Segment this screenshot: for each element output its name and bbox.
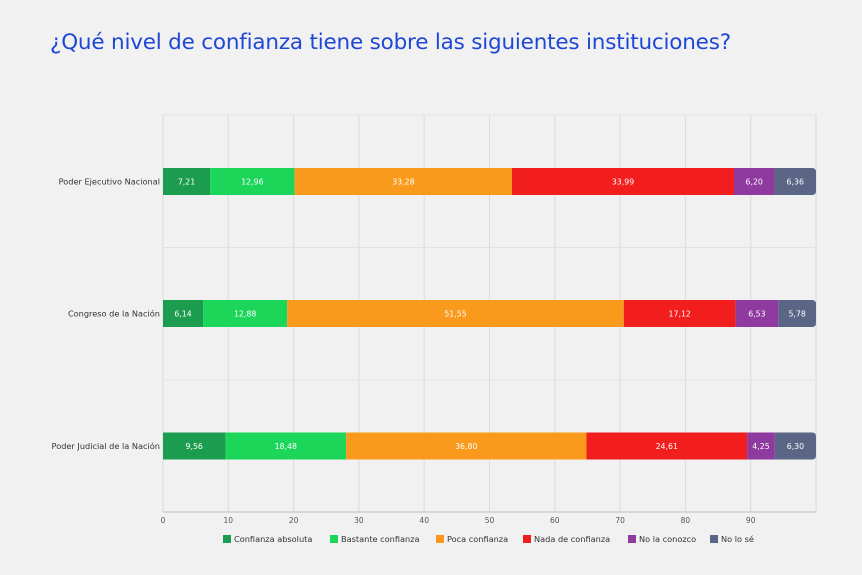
legend-swatch [523,535,531,543]
bar-value-label: 6,20 [746,178,763,187]
x-tick-label-50: 50 [485,516,495,525]
bars: 7,21 12,96 33,28 33,99 6,20 6,36 6,14 12,88 51,5… [163,168,816,460]
bar-value-label: 36,80 [455,442,477,451]
legend-label: Bastante confianza [341,534,420,544]
bar-segment [287,300,624,327]
x-tick-label-40: 40 [419,516,429,525]
bar-segment [778,300,816,327]
legend-swatch [330,535,338,543]
bar-segment [203,300,288,327]
bar-value-label: 33,28 [392,178,414,187]
bar-value-label: 17,12 [669,310,691,319]
bar-value-label: 12,96 [241,178,263,187]
x-tick-label-20: 20 [289,516,299,525]
category-labels: Poder Ejecutivo Nacional Congreso de la N… [52,177,160,452]
bar-segment [294,168,513,195]
legend-label: Confianza absoluta [234,534,312,544]
bar-segment [163,168,211,195]
x-tick-label-60: 60 [550,516,560,525]
bar-value-label: 5,78 [788,310,805,319]
bar-segment [210,168,295,195]
x-tick-label-90: 90 [746,516,756,525]
bar-value-label: 51,55 [444,310,466,319]
legend-label: Poca confianza [447,534,508,544]
x-tick-label-80: 80 [681,516,691,525]
legend-swatch [710,535,718,543]
category-label: Poder Ejecutivo Nacional [59,177,160,187]
bar-value-label: 4,25 [752,442,769,451]
legend-swatch [436,535,444,543]
bar-segment [733,168,775,195]
x-tick-label-30: 30 [354,516,364,525]
legend-label: No la conozco [639,534,696,544]
bar-value-label: 6,14 [174,310,191,319]
bar-value-label: 9,56 [186,442,203,451]
legend: Confianza absoluta Bastante confianza Poca… [223,534,754,544]
bar-value-label: 12,88 [234,310,256,319]
bar-segment [774,432,816,460]
bar-value-label: 33,99 [612,178,634,187]
legend-label: Nada de confianza [534,534,610,544]
bar-segment [512,168,734,195]
bar-value-label: 6,36 [787,178,804,187]
category-label: Congreso de la Nación [68,309,160,319]
bar-segment [623,300,736,327]
bar-segment [346,432,587,460]
chart-title: ¿Qué nivel de confianza tiene sobre las … [50,30,731,55]
x-axis: 0 10 20 30 40 50 60 70 80 90 [161,516,756,525]
legend-label: No lo sé [721,534,754,544]
bar-segment [735,300,779,327]
legend-swatch [223,535,231,543]
x-tick-label-0: 0 [161,516,166,525]
bar-value-label: 6,53 [748,310,765,319]
bar-value-label: 7,21 [178,178,195,187]
x-tick-label-10: 10 [224,516,234,525]
bar-value-label: 18,48 [275,442,297,451]
bar-value-label: 6,30 [787,442,804,451]
bar-segment [225,432,347,460]
bar-segment [163,432,226,460]
bar-segment [747,432,775,460]
bar-segment [163,300,204,327]
legend-swatch [628,535,636,543]
bar-segment [586,432,748,460]
bar-value-label: 24,61 [656,442,678,451]
category-label: Poder Judicial de la Nación [52,441,160,451]
x-tick-label-70: 70 [615,516,625,525]
bar-segment [774,168,816,195]
